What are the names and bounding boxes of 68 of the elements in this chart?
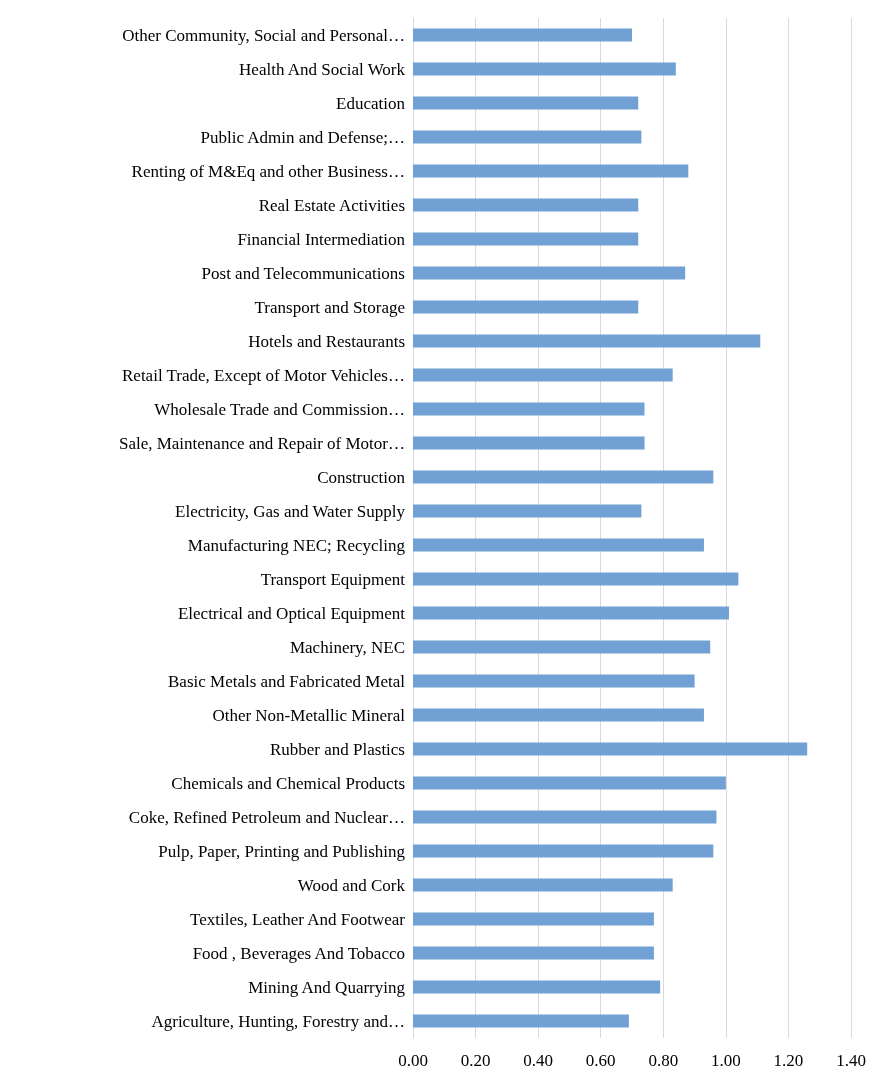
y-tick-label: Real Estate Activities [258, 195, 405, 215]
bar [413, 368, 673, 382]
y-tick-label: Wood and Cork [297, 875, 406, 895]
x-tick-label: 0.80 [648, 1051, 679, 1070]
bar [413, 844, 714, 858]
bar [413, 266, 686, 280]
bar [413, 878, 673, 892]
y-tick-label: Other Non-Metallic Mineral [212, 705, 406, 725]
y-tick-label: Transport Equipment [260, 569, 406, 589]
y-tick-label: Education [336, 93, 406, 113]
bar [413, 776, 726, 790]
x-tick-label: 0.60 [585, 1051, 616, 1070]
bar [413, 504, 642, 518]
bar [413, 946, 654, 960]
bar [413, 810, 717, 824]
y-tick-label: Financial Intermediation [237, 229, 406, 249]
bar [413, 572, 739, 586]
x-tick-label: 0.20 [460, 1051, 491, 1070]
bar [413, 232, 639, 246]
y-tick-label: Other Community, Social and Personal… [122, 25, 405, 45]
y-tick-label: Renting of M&Eq and other Business… [131, 161, 405, 181]
bar [413, 62, 676, 76]
y-tick-label: Electricity, Gas and Water Supply [175, 501, 406, 521]
y-tick-label: Agriculture, Hunting, Forestry and… [151, 1011, 405, 1031]
bar [413, 640, 711, 654]
x-tick-label: 1.00 [710, 1051, 741, 1070]
y-tick-label: Sale, Maintenance and Repair of Motor… [118, 433, 405, 453]
bar [413, 470, 714, 484]
y-tick-label: Wholesale Trade and Commission… [154, 399, 405, 419]
y-tick-label: Construction [317, 467, 406, 487]
bar [413, 742, 808, 756]
y-tick-label: Manufacturing NEC; Recycling [187, 535, 406, 555]
y-tick-label: Transport and Storage [254, 297, 405, 317]
bar [413, 538, 704, 552]
y-tick-label: Textiles, Leather And Footwear [189, 909, 406, 929]
y-tick-label: Chemicals and Chemical Products [171, 773, 405, 793]
y-tick-label: Retail Trade, Except of Motor Vehicles… [122, 365, 405, 385]
bar [413, 402, 645, 416]
bar [413, 436, 645, 450]
y-tick-label: Coke, Refined Petroleum and Nuclear… [128, 807, 405, 827]
y-tick-label: Public Admin and Defense;… [200, 127, 405, 147]
y-tick-label: Rubber and Plastics [269, 739, 405, 759]
bar [413, 130, 642, 144]
y-tick-label: Post and Telecommunications [201, 263, 405, 283]
bar [413, 96, 639, 110]
y-tick-label: Food , Beverages And Tobacco [192, 943, 405, 963]
bar [413, 912, 654, 926]
x-tick-label: 1.40 [836, 1051, 866, 1070]
x-tick-label: 0.40 [523, 1051, 554, 1070]
y-tick-label: Basic Metals and Fabricated Metal [168, 671, 406, 691]
bar [413, 198, 639, 212]
y-tick-label: Mining And Quarrying [248, 977, 406, 997]
bar [413, 606, 729, 620]
x-tick-label: 1.20 [773, 1051, 804, 1070]
bar [413, 28, 632, 42]
bar [413, 980, 661, 994]
bar [413, 674, 695, 688]
bar [413, 708, 704, 722]
y-tick-label: Hotels and Restaurants [248, 331, 405, 351]
bar [413, 164, 689, 178]
y-tick-label: Health And Social Work [239, 59, 406, 79]
y-tick-label: Pulp, Paper, Printing and Publishing [158, 841, 406, 861]
bar [413, 300, 639, 314]
y-tick-label: Electrical and Optical Equipment [177, 603, 406, 623]
bar [413, 334, 761, 348]
y-tick-label: Machinery, NEC [289, 637, 405, 657]
bar [413, 1014, 629, 1028]
x-tick-label: 0.00 [398, 1051, 428, 1070]
